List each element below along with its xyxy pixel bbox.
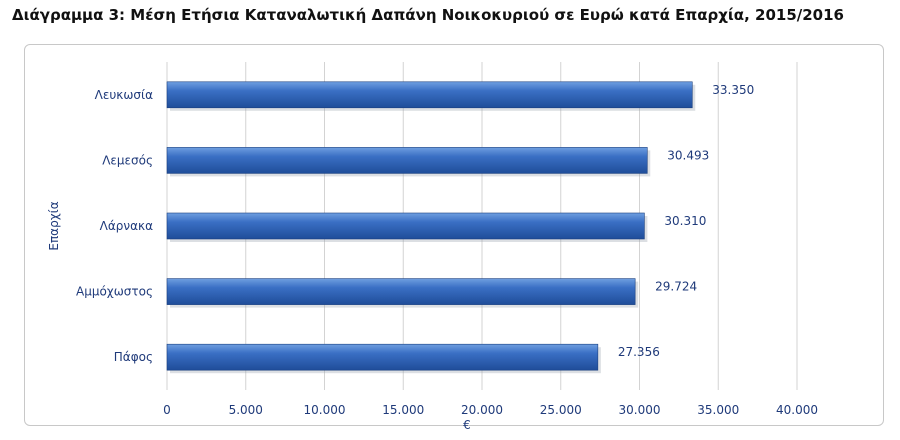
labels: 0 5.000 10.000 15.000 20.000 25.000 30.000 35.0…	[76, 83, 818, 417]
x-tick-label: 40.000	[776, 403, 818, 417]
data-label: 30.493	[667, 148, 709, 162]
x-tick-label: 0	[163, 403, 171, 417]
bar	[166, 147, 648, 174]
x-tick-label: 15.000	[382, 403, 424, 417]
bar	[166, 212, 645, 240]
category-label: Πάφος	[114, 350, 153, 364]
category-label: Αμμόχωστος	[76, 285, 153, 299]
category-label: Λάρνακα	[100, 219, 153, 233]
bar	[166, 81, 693, 109]
data-label: 30.310	[664, 214, 706, 228]
data-label: 33.350	[712, 83, 754, 97]
bar	[166, 278, 636, 305]
data-label: 29.724	[655, 280, 697, 294]
category-label: Λεμεσός	[102, 153, 153, 167]
chart-title: Διάγραμμα 3: Μέση Ετήσια Καταναλωτική Δα…	[12, 6, 844, 24]
x-tick-label: 10.000	[304, 403, 346, 417]
y-axis-label: Επαρχία	[47, 201, 61, 250]
x-tick-label: 20.000	[461, 403, 503, 417]
x-tick-label: 5.000	[229, 403, 263, 417]
bar	[166, 343, 599, 371]
x-axis-label: €	[463, 418, 471, 432]
bars	[166, 81, 696, 374]
category-label: Λευκωσία	[95, 88, 153, 102]
x-tick-label: 35.000	[697, 403, 739, 417]
x-tick-label: 25.000	[540, 403, 582, 417]
x-tick-label: 30.000	[619, 403, 661, 417]
data-label: 27.356	[618, 345, 660, 359]
